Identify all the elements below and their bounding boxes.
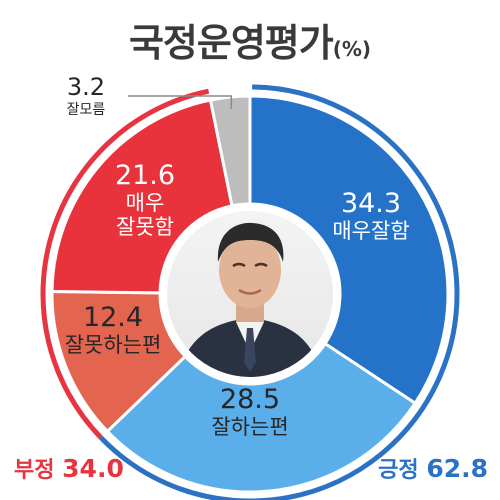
slice-somewhat-bad xyxy=(50,289,188,434)
person-portrait-icon xyxy=(164,208,336,380)
very-bad-text-2: 잘못함 xyxy=(116,215,174,240)
outer-rings xyxy=(40,84,460,500)
chart-title-text: 국정운영평가 xyxy=(128,21,334,65)
unknown-value: 3.2 xyxy=(66,73,106,101)
negative-total: 부정 34.0 xyxy=(14,452,124,484)
leader-lines xyxy=(128,95,233,109)
negative-total-value: 34.0 xyxy=(62,454,124,483)
very-bad-value: 21.6 xyxy=(114,160,176,191)
somewhat-bad-text: 잘못하는편 xyxy=(64,333,162,358)
chart-title: 국정운영평가(%) xyxy=(0,12,500,67)
slice-very-good xyxy=(248,94,450,406)
label-very-good: 34.3 매우잘함 xyxy=(316,188,426,243)
label-unknown: 3.2 잘모름 xyxy=(46,73,126,118)
label-somewhat-bad: 12.4 잘못하는편 xyxy=(48,302,178,357)
slice-somewhat-good xyxy=(105,341,418,494)
very-good-text: 매우잘함 xyxy=(332,219,410,244)
label-very-bad: 21.6 매우 잘못함 xyxy=(90,160,200,239)
very-bad-text-1: 매우 xyxy=(125,191,165,216)
positive-ring xyxy=(99,84,460,500)
label-somewhat-good: 28.5 잘하는편 xyxy=(195,384,305,439)
negative-total-label: 부정 xyxy=(14,458,55,483)
somewhat-bad-value: 12.4 xyxy=(82,302,144,333)
positive-total-value: 62.8 xyxy=(426,454,488,483)
negative-ring xyxy=(40,88,210,440)
slice-very-bad xyxy=(50,98,234,295)
chart-unit: (%) xyxy=(332,37,372,61)
slice-unknown xyxy=(208,94,252,208)
donut-slices xyxy=(50,94,450,494)
somewhat-good-value: 28.5 xyxy=(219,384,281,415)
positive-total: 긍정 62.8 xyxy=(378,452,488,484)
unknown-leader-line xyxy=(128,95,233,109)
very-good-value: 34.3 xyxy=(340,188,402,219)
unknown-text: 잘모름 xyxy=(66,101,106,118)
positive-total-label: 긍정 xyxy=(378,458,419,483)
somewhat-good-text: 잘하는편 xyxy=(211,415,289,440)
